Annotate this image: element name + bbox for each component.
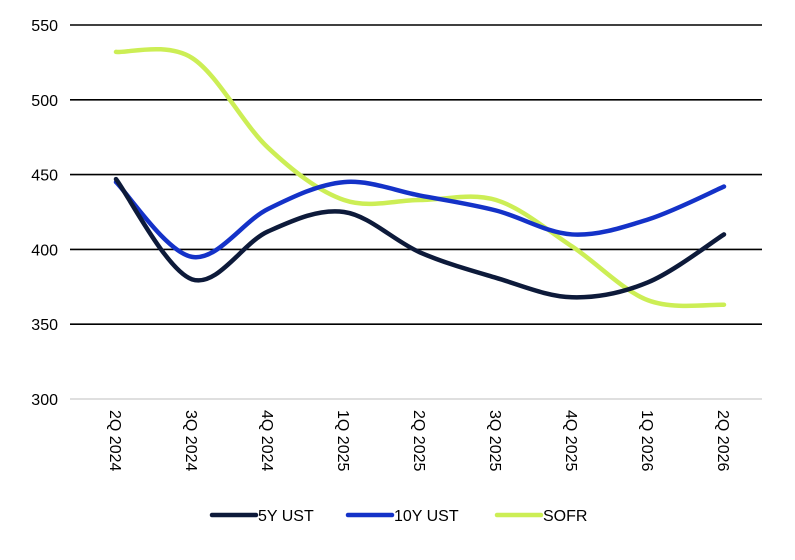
y-tick-label: 450 bbox=[31, 168, 58, 185]
y-tick-label: 550 bbox=[31, 18, 58, 35]
x-tick-label: 3Q 2025 bbox=[486, 410, 503, 471]
y-axis-ticks: 300 350 400 450 500 550 bbox=[31, 18, 58, 409]
x-tick-label: 2Q 2025 bbox=[410, 410, 427, 471]
x-axis-ticks: 2Q 2024 3Q 2024 4Q 2024 1Q 2025 2Q 2025 3Q 20… bbox=[106, 410, 731, 471]
legend-label: 5Y UST bbox=[258, 508, 314, 525]
x-tick-label: 1Q 2026 bbox=[638, 410, 655, 471]
y-tick-label: 350 bbox=[31, 317, 58, 334]
y-tick-label: 300 bbox=[31, 392, 58, 409]
series-lines bbox=[113, 46, 727, 309]
x-tick-label: 2Q 2024 bbox=[106, 410, 123, 471]
legend-label: 10Y UST bbox=[394, 508, 459, 525]
y-tick-label: 400 bbox=[31, 242, 58, 259]
series-line-5y-ust bbox=[113, 176, 727, 300]
x-tick-label: 3Q 2024 bbox=[182, 410, 199, 471]
x-tick-label: 2Q 2026 bbox=[714, 410, 731, 471]
series-line-sofr bbox=[113, 46, 727, 309]
x-tick-label: 4Q 2025 bbox=[562, 410, 579, 471]
y-tick-label: 500 bbox=[31, 93, 58, 110]
gridlines bbox=[70, 24, 762, 326]
x-tick-label: 4Q 2024 bbox=[258, 410, 275, 471]
x-tick-label: 1Q 2025 bbox=[334, 410, 351, 471]
legend: 5Y UST 10Y UST SOFR bbox=[209, 508, 587, 525]
legend-label: SOFR bbox=[543, 508, 587, 525]
series-line-10y-ust bbox=[113, 179, 727, 260]
